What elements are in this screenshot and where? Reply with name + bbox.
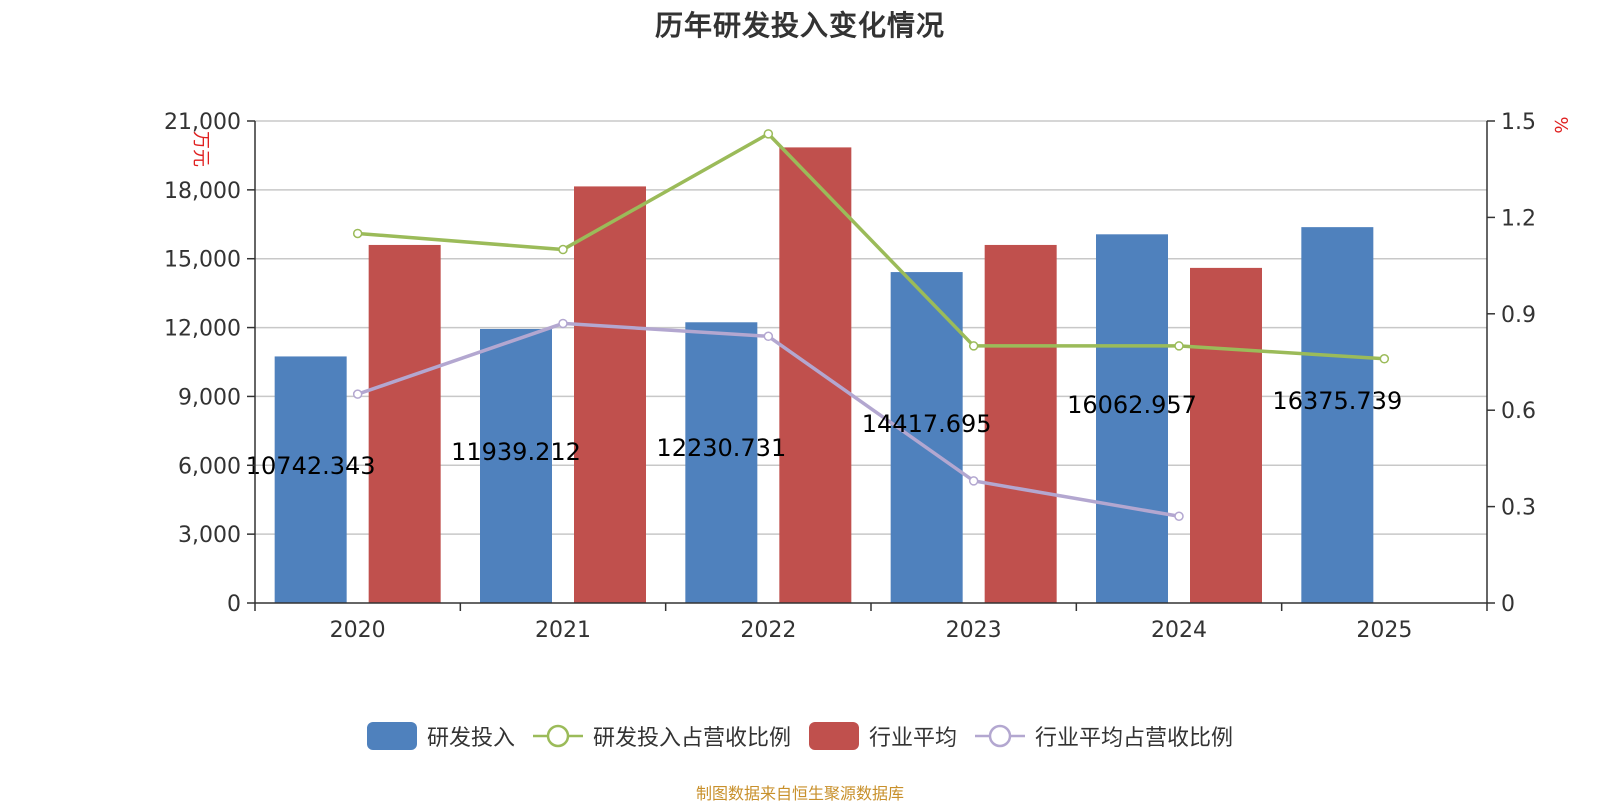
y-right-tick-label: 0.6: [1501, 399, 1536, 424]
bar: [890, 272, 963, 603]
line-point: [968, 476, 979, 486]
line-point: [558, 244, 568, 255]
legend-label: 研发投入占营收比例: [592, 726, 791, 751]
y-left-tick-label: 9,000: [178, 385, 241, 410]
legend-label: 行业平均占营收比例: [1035, 726, 1234, 751]
line-point: [968, 341, 979, 351]
series-line: [357, 131, 1385, 361]
x-tick-label: 2022: [740, 618, 796, 643]
bar: [368, 244, 441, 603]
bar-data-label: 16062.957: [1067, 391, 1197, 419]
chart-canvas: 10742.343 11939.212 12230.731 14417.695 1606…: [164, 110, 1571, 643]
bar: [984, 244, 1057, 603]
bar: [574, 186, 646, 603]
y-right-tick-label: 0.3: [1501, 496, 1536, 521]
line-point: [763, 129, 774, 139]
bar-data-label: 11939.212: [451, 438, 581, 466]
legend-bar-swatch: [366, 722, 417, 750]
legend-line-swatch: [532, 724, 583, 748]
x-tick-label: 2023: [946, 618, 1002, 643]
legend-label: 研发投入: [426, 726, 515, 751]
bar: [480, 328, 552, 603]
y-right-tick-label: 1.2: [1501, 206, 1536, 231]
line-point: [763, 331, 774, 342]
legend-label: 行业平均: [869, 726, 958, 751]
bar: [685, 322, 758, 603]
grid-lines: [255, 120, 1487, 535]
bars: [274, 147, 1374, 603]
x-tick-label: 2025: [1356, 618, 1412, 643]
bar: [274, 356, 347, 603]
bar-data-label: 12230.731: [656, 434, 786, 462]
line-point: [558, 318, 568, 329]
y-left-tick-label: 15,000: [164, 248, 241, 273]
x-tick-label: 2024: [1151, 618, 1207, 643]
source-note: 制图数据来自恒生聚源数据库: [695, 784, 904, 803]
chart-title: 历年研发投入变化情况: [654, 9, 945, 42]
bar-data-label: 16375.739: [1272, 387, 1402, 415]
line-point: [352, 228, 363, 239]
y-left-tick-label: 0: [227, 592, 241, 617]
line-point: [1379, 354, 1390, 364]
legend-line-swatch: [975, 724, 1026, 748]
y-left-tick-label: 12,000: [164, 317, 241, 342]
y-right-tick-label: 0.9: [1501, 303, 1536, 328]
y-left-tick-label: 18,000: [164, 179, 241, 204]
bar-data-label: 14417.695: [862, 410, 992, 438]
y-right-tick-label: 0: [1501, 592, 1515, 617]
bar: [1096, 234, 1168, 603]
axes: 0 3,000 6,000 9,000 12,000 15,000 18,000 21,000…: [164, 110, 1571, 643]
x-tick-label: 2021: [535, 618, 591, 643]
bar-data-label: 10742.343: [246, 452, 376, 480]
bar: [779, 147, 852, 603]
lines: [352, 129, 1390, 521]
y-right-unit-label: %: [1550, 116, 1571, 133]
y-left-tick-label: 21,000: [164, 110, 241, 135]
y-left-unit-label: 万元: [190, 131, 211, 167]
line-point: [1174, 511, 1184, 521]
x-tick-label: 2020: [330, 618, 386, 643]
legend-item[interactable]: 研发投入: [366, 720, 515, 752]
y-left-tick-label: 6,000: [178, 454, 241, 479]
bar: [1190, 267, 1262, 603]
data-labels: 10742.343 11939.212 12230.731 14417.695 1606…: [246, 387, 1402, 480]
y-left-tick-label: 3,000: [178, 523, 241, 548]
legend-bar-swatch: [809, 722, 859, 750]
legend-item[interactable]: 行业平均占营收比例: [975, 720, 1233, 752]
bar: [1301, 227, 1374, 603]
legend-item[interactable]: 研发投入占营收比例: [532, 720, 791, 752]
legend: 研发投入 研发投入占营收比例 行业平均 行业平均占营收比例: [0, 720, 1600, 752]
legend-item[interactable]: 行业平均: [809, 720, 957, 752]
line-point: [352, 389, 363, 399]
line-point: [1174, 341, 1184, 351]
y-right-tick-label: 1.5: [1501, 110, 1536, 135]
